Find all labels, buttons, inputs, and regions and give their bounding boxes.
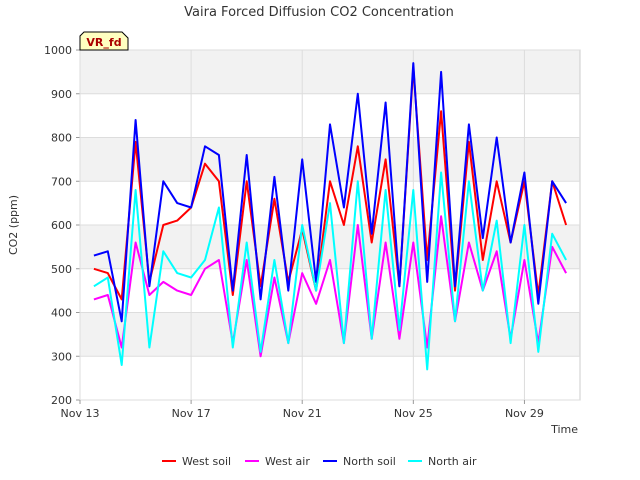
x-tick-label: Nov 13 — [61, 407, 100, 420]
y-tick-label: 800 — [51, 132, 72, 145]
y-tick-label: 700 — [51, 175, 72, 188]
legend-label-west-air: West air — [265, 455, 310, 468]
x-axis-label: Time — [550, 423, 578, 436]
legend-label-north-air: North air — [428, 455, 477, 468]
chart-title: Vaira Forced Diffusion CO2 Concentration — [184, 5, 454, 20]
series-line-north-soil — [93, 62, 567, 323]
series-line-west-air — [93, 215, 567, 358]
series-line-west-soil — [93, 66, 568, 301]
grid-band — [80, 312, 580, 357]
y-tick-label: 1000 — [44, 44, 72, 57]
x-tick-label: Nov 25 — [394, 407, 433, 420]
grid-band — [80, 137, 580, 182]
x-axis: Nov 13 Nov 17 Nov 21 Nov 25 Nov 29 — [61, 50, 544, 420]
series-lines — [93, 62, 568, 371]
badge-shape — [79, 31, 129, 51]
y-tick-label: 600 — [51, 219, 72, 232]
y-tick-label: 500 — [51, 263, 72, 276]
series-line-north-air — [93, 171, 567, 371]
x-tick-label: Nov 17 — [172, 407, 211, 420]
y-tick-label: 200 — [51, 394, 72, 407]
y-axis-label: CO2 (ppm) — [7, 195, 20, 255]
badge-label: VR_fd — [86, 36, 121, 49]
y-tick-label: 400 — [51, 307, 72, 320]
grid-band — [80, 50, 580, 94]
x-tick-label: Nov 29 — [505, 407, 544, 420]
y-axis: 200 300 400 500 600 700 800 900 1000 — [44, 44, 580, 407]
y-tick-label: 300 — [51, 350, 72, 363]
legend-label-north-soil: North soil — [343, 455, 396, 468]
x-tick-label: Nov 21 — [283, 407, 322, 420]
y-tick-label: 900 — [51, 88, 72, 101]
vr-fd-badge: VR_fd — [79, 31, 129, 51]
legend-label-west-soil: West soil — [182, 455, 231, 468]
legend: West soil West air North soil North air — [162, 455, 477, 468]
